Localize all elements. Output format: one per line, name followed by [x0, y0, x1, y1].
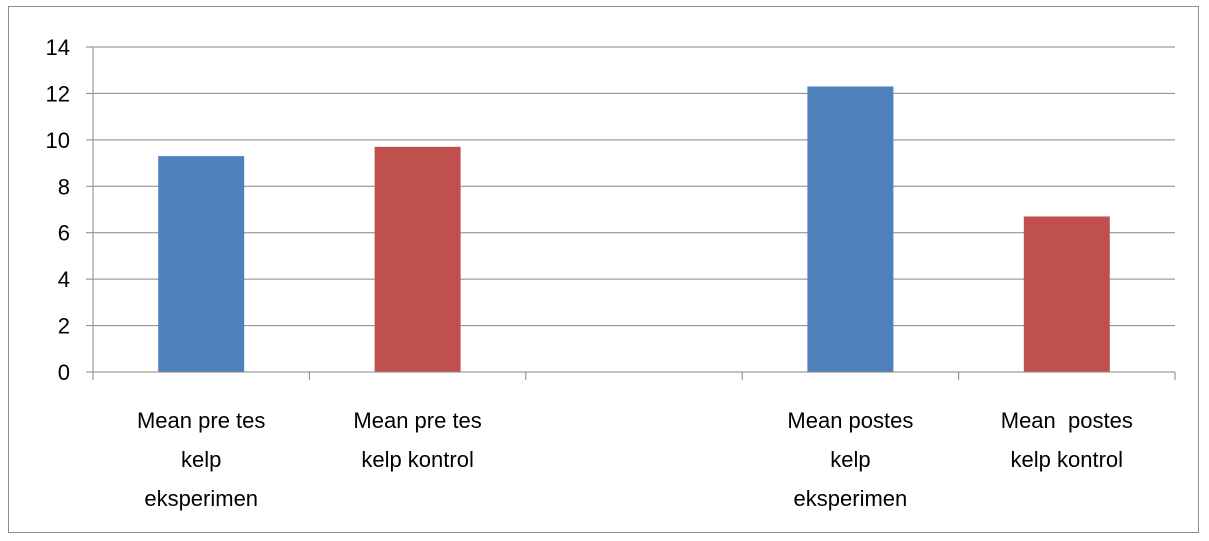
x-category-label: kelp kontrol	[1011, 447, 1124, 472]
y-tick-label: 0	[58, 360, 70, 385]
bar-4	[1023, 216, 1110, 372]
x-category-label: Mean pre tes	[353, 408, 481, 433]
y-tick-label: 8	[58, 174, 70, 199]
x-category-label: eksperimen	[794, 486, 908, 511]
x-category-label: Mean postes	[1001, 408, 1133, 433]
x-category-label: kelp	[830, 447, 870, 472]
x-category-label: eksperimen	[144, 486, 258, 511]
bar-1	[374, 146, 461, 372]
x-category-label: kelp	[181, 447, 221, 472]
y-tick-label: 6	[58, 221, 70, 246]
axes	[86, 46, 1176, 380]
bar-3	[807, 86, 894, 372]
bars	[158, 86, 1110, 372]
y-tick-label: 12	[46, 81, 70, 106]
x-category-label: Mean postes	[787, 408, 913, 433]
bar-0	[158, 156, 245, 372]
y-tick-label: 2	[58, 314, 70, 339]
y-tick-label: 14	[46, 35, 70, 60]
y-tick-label: 10	[46, 128, 70, 153]
x-category-label: Mean pre tes	[137, 408, 265, 433]
x-category-label: kelp kontrol	[361, 447, 474, 472]
y-tick-label: 4	[58, 267, 70, 292]
labels: 0 2 4 6 8 10 12 14 Mean pre tes kelp eksperimen Mea…	[46, 35, 1133, 511]
gridlines	[93, 46, 1175, 327]
